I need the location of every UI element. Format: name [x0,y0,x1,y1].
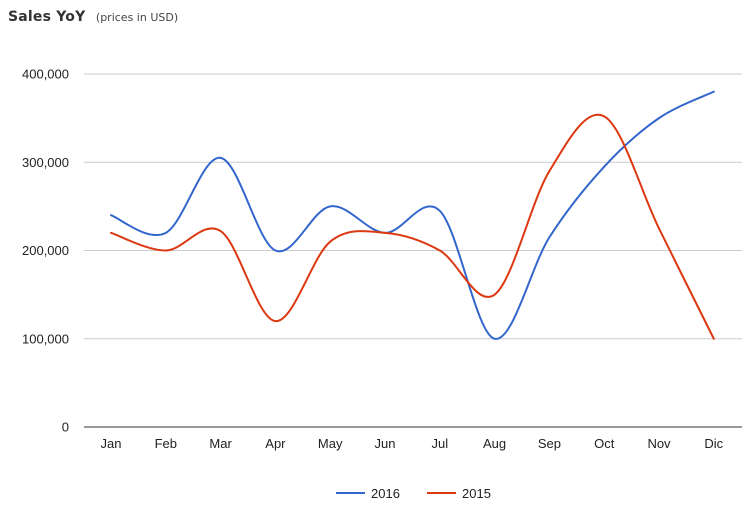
y-axis-tick-labels: 0 100,000 200,000 300,000 400,000 [22,67,69,435]
y-tick-label: 0 [62,420,69,435]
legend-label-2015[interactable]: 2015 [462,486,491,501]
x-tick-label: Apr [265,436,286,451]
x-tick-label: Jun [375,436,396,451]
x-tick-label: Mar [209,436,232,451]
y-tick-label: 200,000 [22,243,69,258]
x-tick-label: May [318,436,343,451]
x-tick-label: Aug [483,436,506,451]
legend-label-2016[interactable]: 2016 [371,486,400,501]
x-tick-label: Oct [594,436,615,451]
chart-title-block: Sales YoY (prices in USD) [8,8,178,26]
y-tick-label: 300,000 [22,155,69,170]
y-tick-label: 100,000 [22,331,69,346]
y-tick-label: 400,000 [22,67,69,82]
x-axis-tick-labels: Jan Feb Mar Apr May Jun Jul Aug Sep Oct Nov Dic [101,436,724,451]
series-lines [110,90,715,340]
chart-subtitle: (prices in USD) [95,11,179,24]
series-line-2015[interactable] [110,113,715,340]
x-tick-label: Feb [155,436,177,451]
chart-title: Sales YoY [8,9,86,25]
x-tick-label: Jul [431,436,448,451]
series-line-2016[interactable] [110,90,715,340]
x-tick-label: Nov [647,436,671,451]
x-tick-label: Jan [101,436,122,451]
x-tick-label: Sep [538,436,561,451]
legend[interactable]: 2016 2015 [336,486,491,501]
gridlines [84,73,742,428]
x-tick-label: Dic [704,436,723,451]
